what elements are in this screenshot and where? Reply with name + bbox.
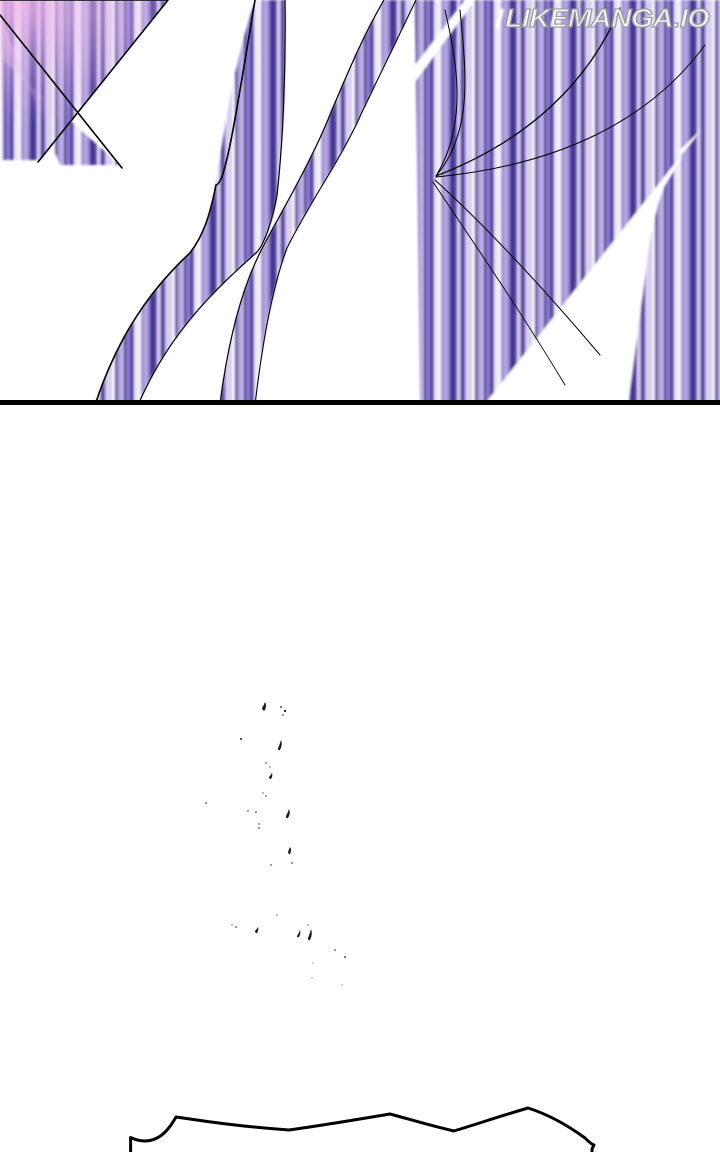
svg-text:LIKEMANGA.IO: LIKEMANGA.IO [505,3,709,33]
